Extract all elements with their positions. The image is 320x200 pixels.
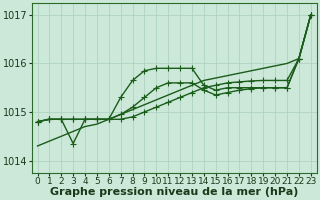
X-axis label: Graphe pression niveau de la mer (hPa): Graphe pression niveau de la mer (hPa): [50, 187, 298, 197]
